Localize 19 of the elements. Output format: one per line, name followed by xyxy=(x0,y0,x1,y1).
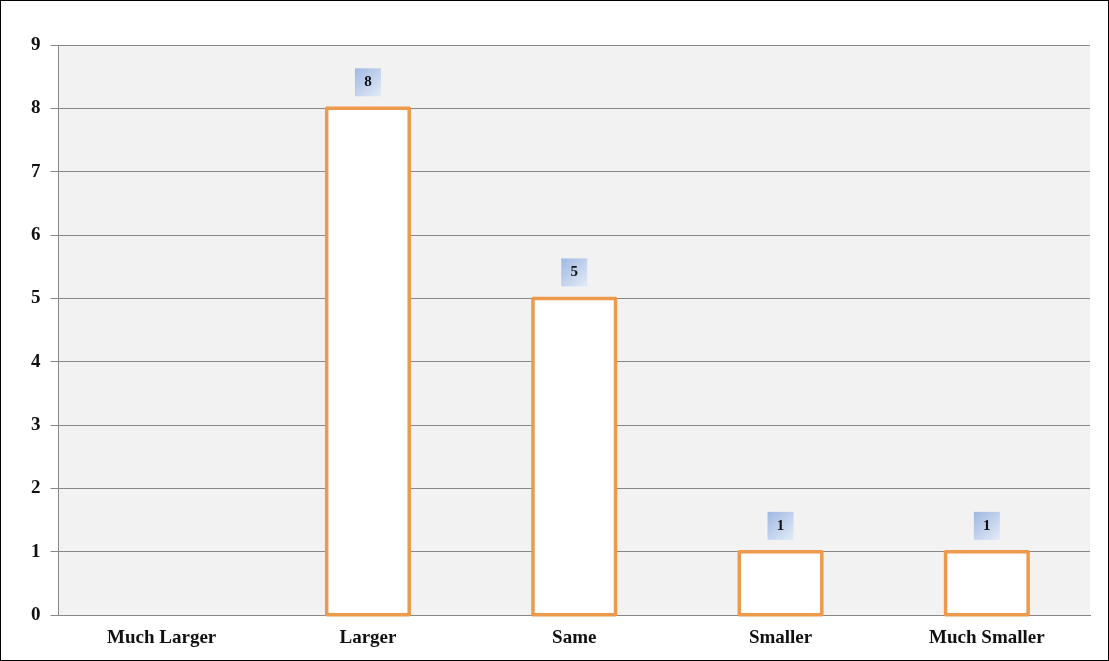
y-tick-label: 6 xyxy=(31,222,41,244)
y-tick-label: 5 xyxy=(31,286,41,308)
y-tick-label: 2 xyxy=(31,476,41,498)
y-tick-label: 4 xyxy=(31,349,41,371)
y-tick-label: 0 xyxy=(31,603,41,625)
x-tick-label: Much Smaller xyxy=(929,625,1046,647)
y-tick-label: 8 xyxy=(31,96,41,118)
data-label: 8 xyxy=(364,73,372,90)
y-tick-label: 1 xyxy=(31,539,41,561)
y-tick-label: 3 xyxy=(31,413,41,435)
x-tick-label: Same xyxy=(552,625,597,647)
x-tick-label: Much Larger xyxy=(107,625,217,647)
data-label: 5 xyxy=(570,263,578,280)
data-label: 1 xyxy=(983,516,991,533)
y-tick-label: 7 xyxy=(31,159,41,181)
data-label: 1 xyxy=(776,516,785,533)
x-tick-label: Larger xyxy=(339,625,397,647)
x-tick-label: Smaller xyxy=(748,625,813,647)
y-tick-label: 9 xyxy=(31,32,41,54)
